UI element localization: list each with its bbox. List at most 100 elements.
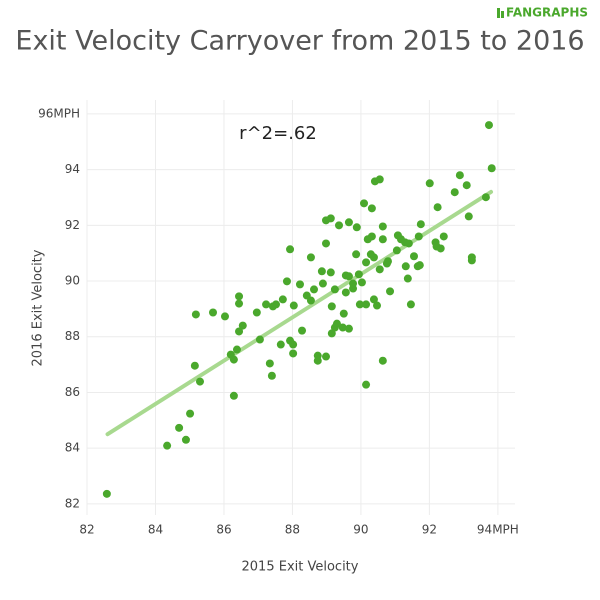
y-tick-label: 90 [65,274,80,288]
scatter-point [462,181,471,190]
scatter-point [190,361,199,370]
scatter-point [352,250,361,259]
plot-area [102,121,496,498]
scatter-point [484,121,493,130]
scatter-point [357,278,366,287]
scatter-point [267,371,276,380]
scatter-point [375,265,384,274]
x-tick-label: 94MPH [477,523,519,537]
logo-icon [501,11,504,18]
scatter-point [341,288,350,297]
y-axis-title: 2016 Exit Velocity [31,249,46,366]
scatter-point [455,171,464,180]
scatter-point [481,193,490,202]
scatter-point [235,299,244,308]
scatter-point [373,301,382,310]
scatter-point [289,301,298,310]
scatter-point [433,203,442,212]
scatter-point [404,239,413,248]
x-tick-label: 90 [353,523,368,537]
x-axis-title: 2015 Exit Velocity [242,560,359,575]
scatter-point [406,300,415,309]
scatter-point [326,268,335,277]
scatter-point [289,349,298,358]
y-tick-label: 84 [65,441,80,455]
grid: 82 84 86 88 90 92 94 96MPH 82 84 86 88 90 92 94MPH [38,100,519,537]
x-tick-label: 84 [148,523,163,537]
scatter-point [487,164,496,173]
x-tick-label: 92 [422,523,437,537]
scatter-point [235,292,244,301]
scatter-point [369,295,378,304]
scatter-point [354,270,363,279]
scatter-point [186,409,195,418]
scatter-point [317,267,326,276]
scatter-point [332,319,341,328]
scatter-point [286,245,295,254]
scatter-point [344,324,353,333]
scatter-point [338,323,347,332]
scatter-point [367,232,376,241]
scatter-point [436,244,445,253]
scatter-point [321,352,330,361]
scatter-point [362,300,371,309]
scatter-point [401,262,410,271]
scatter-point [414,232,423,241]
x-tick-label: 88 [285,523,300,537]
scatter-point [195,377,204,386]
scatter-point [378,356,387,365]
scatter-point [298,326,307,335]
scatter-point [369,253,378,262]
x-tick-label: 82 [79,523,94,537]
scatter-point [362,380,371,389]
y-tick-label: 82 [65,496,80,510]
scatter-point [262,300,271,309]
scatter-point [232,345,241,354]
scatter-point [409,252,418,261]
scatter-point [282,277,291,286]
scatter-point [386,287,395,296]
scatter-point [349,284,358,293]
scatter-point [392,246,401,255]
y-tick-label: 88 [65,329,80,343]
scatter-point [330,285,339,294]
scatter-point [265,359,274,368]
scatter-point [362,258,371,267]
scatter-point [360,199,369,208]
logo-text: FANGRAPHS [506,6,588,20]
scatter-point [335,221,344,230]
scatter-point [220,312,229,321]
scatter-point [327,302,336,311]
y-tick-label: 94 [65,162,80,176]
scatter-point [238,321,247,330]
y-tick-label: 96MPH [38,106,80,120]
scatter-point [175,423,184,432]
scatter-point [321,239,330,248]
scatter-point [181,435,190,444]
scatter-point [306,253,315,262]
scatter-point [467,256,476,265]
scatter-point [278,295,287,304]
chart-title: Exit Velocity Carryover from 2015 to 201… [15,26,584,57]
scatter-point [378,222,387,231]
scatter-point [255,335,264,344]
scatter-point [383,257,392,266]
scatter-point [295,280,304,289]
scatter-point [415,261,424,270]
scatter-point [163,441,172,450]
scatter-point [464,212,473,221]
scatter-point [276,340,285,349]
x-tick-label: 86 [216,523,231,537]
scatter-point [306,296,315,305]
y-tick-label: 92 [65,218,80,232]
scatter-point [355,300,364,309]
y-tick-label: 86 [65,385,80,399]
scatter-point [352,223,361,232]
scatter-point [439,232,448,241]
scatter-point [313,356,322,365]
annotation: r^2=.62 [239,123,317,144]
trend-line [105,189,494,437]
scatter-point [367,204,376,213]
scatter-point [425,179,434,188]
